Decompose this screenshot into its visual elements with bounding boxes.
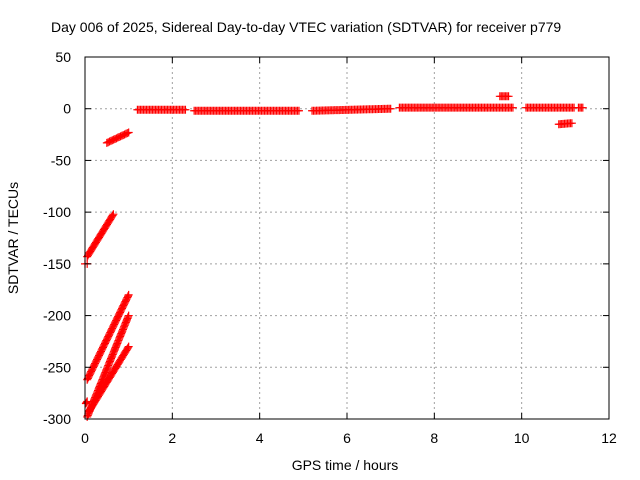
data-point <box>123 129 132 138</box>
x-tick-labels: 0 2 4 6 8 10 12 <box>81 430 617 446</box>
x-tick-label: 4 <box>256 430 264 446</box>
data-segment <box>83 210 118 261</box>
data-point <box>124 292 133 301</box>
data-point <box>124 311 133 320</box>
data-segment <box>554 119 576 129</box>
data-segment <box>102 128 133 147</box>
data-segment <box>574 103 587 112</box>
data-segment <box>85 342 133 415</box>
y-tick-label: -150 <box>43 256 71 272</box>
x-tick-label: 2 <box>168 430 176 446</box>
y-tick-label: -250 <box>43 359 71 375</box>
y-tick-label: 50 <box>55 49 71 65</box>
data-point <box>567 119 576 128</box>
data-segment <box>395 103 517 112</box>
data-point <box>504 92 513 101</box>
data-segment <box>81 397 92 408</box>
y-tick-label: -300 <box>43 411 71 427</box>
data-segment <box>83 290 133 384</box>
data-point <box>181 105 190 114</box>
data-segment <box>495 92 513 101</box>
data-segment <box>308 104 395 115</box>
data-point <box>124 290 133 299</box>
data-point <box>386 104 395 113</box>
data-point <box>108 211 117 220</box>
data-point <box>578 103 587 112</box>
x-tick-label: 12 <box>601 430 617 446</box>
x-axis-label: GPS time / hours <box>292 457 399 473</box>
y-tick-labels: -300 -250 -200 -150 -100 -50 0 50 <box>43 49 71 427</box>
x-tick-label: 0 <box>81 430 89 446</box>
data-point <box>508 103 517 112</box>
data-point <box>294 106 303 115</box>
y-tick-label: 0 <box>63 101 71 117</box>
y-tick-label: -200 <box>43 308 71 324</box>
data-segment <box>190 106 303 115</box>
x-tick-label: 8 <box>430 430 438 446</box>
chart-title: Day 006 of 2025, Sidereal Day-to-day VTE… <box>51 19 561 35</box>
data-point <box>109 210 118 219</box>
data-point <box>124 128 133 137</box>
y-tick-label: -100 <box>43 204 71 220</box>
data-segment <box>133 105 190 114</box>
axis-ticks <box>84 56 610 420</box>
data-points <box>81 92 587 421</box>
data-point <box>124 342 133 351</box>
y-axis-label: SDTVAR / TECUs <box>5 182 21 294</box>
x-tick-label: 10 <box>514 430 530 446</box>
x-tick-label: 6 <box>343 430 351 446</box>
data-point <box>123 343 132 352</box>
data-segment <box>522 103 579 112</box>
y-tick-label: -50 <box>51 152 71 168</box>
